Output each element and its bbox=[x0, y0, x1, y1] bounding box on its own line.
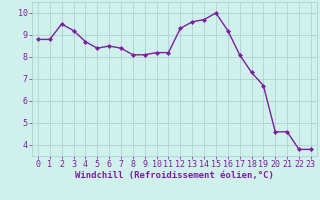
X-axis label: Windchill (Refroidissement éolien,°C): Windchill (Refroidissement éolien,°C) bbox=[75, 171, 274, 180]
